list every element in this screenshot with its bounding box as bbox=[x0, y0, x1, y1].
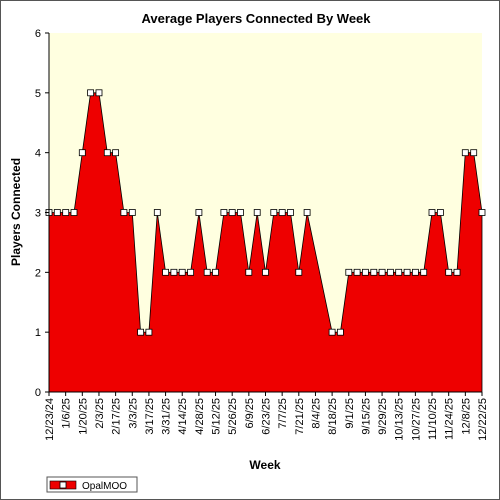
x-tick-label: 10/27/25 bbox=[410, 398, 422, 441]
x-tick-label: 1/6/25 bbox=[61, 398, 73, 429]
data-point bbox=[95, 89, 103, 97]
legend-label: OpalMOO bbox=[82, 481, 127, 492]
data-point bbox=[212, 268, 219, 276]
data-point bbox=[403, 268, 411, 276]
data-point bbox=[370, 268, 378, 276]
data-point bbox=[237, 209, 244, 216]
data-point bbox=[461, 149, 469, 157]
x-tick-label: 9/15/25 bbox=[360, 398, 372, 435]
data-point bbox=[278, 209, 286, 216]
y-tick-label: 2 bbox=[35, 267, 41, 279]
data-point bbox=[112, 149, 119, 157]
x-tick-label: 5/12/25 bbox=[211, 398, 223, 435]
data-point bbox=[361, 268, 369, 276]
data-point bbox=[245, 268, 253, 276]
data-point bbox=[378, 268, 386, 276]
x-tick-label: 4/14/25 bbox=[177, 398, 189, 435]
data-point bbox=[70, 209, 78, 216]
x-tick-label: 7/21/25 bbox=[294, 398, 306, 435]
x-tick-label: 3/17/25 bbox=[144, 398, 156, 435]
x-tick-label: 2/17/25 bbox=[111, 398, 123, 435]
x-tick-label: 5/26/25 bbox=[227, 398, 239, 435]
data-point bbox=[62, 209, 70, 216]
y-tick-label: 5 bbox=[35, 88, 41, 100]
data-point bbox=[336, 328, 344, 336]
y-axis-label: Players Connected bbox=[9, 158, 23, 266]
y-tick-label: 4 bbox=[35, 148, 41, 160]
x-tick-label: 9/1/25 bbox=[344, 398, 356, 429]
x-tick-label: 2/3/25 bbox=[94, 398, 106, 429]
data-point bbox=[295, 268, 303, 276]
data-point bbox=[203, 268, 211, 276]
x-tick-label: 11/10/25 bbox=[427, 398, 439, 440]
x-tick-label: 4/28/25 bbox=[194, 398, 206, 435]
chart-title: Average Players Connected By Week bbox=[141, 11, 371, 26]
data-point bbox=[345, 268, 353, 276]
data-point bbox=[386, 268, 394, 276]
marker-layer bbox=[45, 89, 486, 336]
data-point bbox=[253, 209, 261, 216]
x-tick-label: 6/9/25 bbox=[244, 398, 256, 429]
y-tick-label: 1 bbox=[35, 327, 41, 339]
x-tick-label: 9/29/25 bbox=[377, 398, 389, 435]
x-tick-label: 11/24/25 bbox=[444, 398, 456, 440]
legend-marker bbox=[59, 481, 67, 489]
data-point bbox=[303, 209, 311, 216]
data-point bbox=[153, 209, 161, 216]
data-point bbox=[436, 209, 444, 216]
data-point bbox=[411, 268, 419, 276]
x-tick-label: 12/23/24 bbox=[44, 398, 56, 441]
legend: OpalMOO bbox=[46, 476, 138, 493]
data-point bbox=[270, 209, 278, 216]
data-point bbox=[353, 268, 361, 276]
x-tick-label: 8/4/25 bbox=[311, 398, 323, 429]
data-point bbox=[137, 328, 145, 336]
data-point bbox=[287, 209, 294, 216]
data-point bbox=[53, 209, 61, 216]
data-point bbox=[178, 268, 186, 276]
x-tick-label: 6/23/25 bbox=[261, 398, 273, 435]
data-point bbox=[328, 328, 336, 336]
data-point bbox=[453, 268, 461, 276]
data-point bbox=[428, 209, 436, 216]
data-point bbox=[128, 209, 136, 216]
data-point bbox=[120, 209, 128, 216]
data-point bbox=[478, 209, 486, 216]
x-tick-label: 3/31/25 bbox=[161, 398, 173, 435]
data-point bbox=[195, 209, 203, 216]
data-point bbox=[170, 268, 178, 276]
data-point bbox=[228, 209, 236, 216]
x-axis-label: Week bbox=[249, 458, 280, 472]
data-point bbox=[187, 268, 195, 276]
x-tick-label: 1/20/25 bbox=[77, 398, 89, 435]
data-point bbox=[103, 149, 111, 157]
data-point bbox=[470, 149, 478, 157]
data-point bbox=[78, 149, 86, 157]
data-point bbox=[262, 268, 269, 276]
data-point bbox=[87, 89, 94, 97]
x-tick-label: 3/3/25 bbox=[127, 398, 139, 429]
x-tick-label: 12/22/25 bbox=[477, 398, 489, 441]
data-point bbox=[420, 268, 428, 276]
y-tick-label: 3 bbox=[35, 208, 41, 220]
x-tick-label: 12/8/25 bbox=[460, 398, 472, 435]
data-point bbox=[145, 328, 153, 336]
x-ticks: 12/23/24 1/6/25 1/20/25 2/3/25 2/17/25 3/3/25… bbox=[44, 392, 489, 441]
data-point bbox=[220, 209, 228, 216]
x-tick-label: 7/7/25 bbox=[277, 398, 289, 429]
data-point bbox=[445, 268, 453, 276]
y-tick-label: 6 bbox=[35, 28, 41, 40]
x-tick-label: 8/18/25 bbox=[327, 398, 339, 435]
y-tick-label: 0 bbox=[35, 387, 41, 399]
data-point bbox=[395, 268, 403, 276]
x-tick-label: 10/13/25 bbox=[394, 398, 406, 441]
data-point bbox=[162, 268, 170, 276]
y-ticks: 0 1 2 3 4 5 6 bbox=[35, 28, 49, 399]
